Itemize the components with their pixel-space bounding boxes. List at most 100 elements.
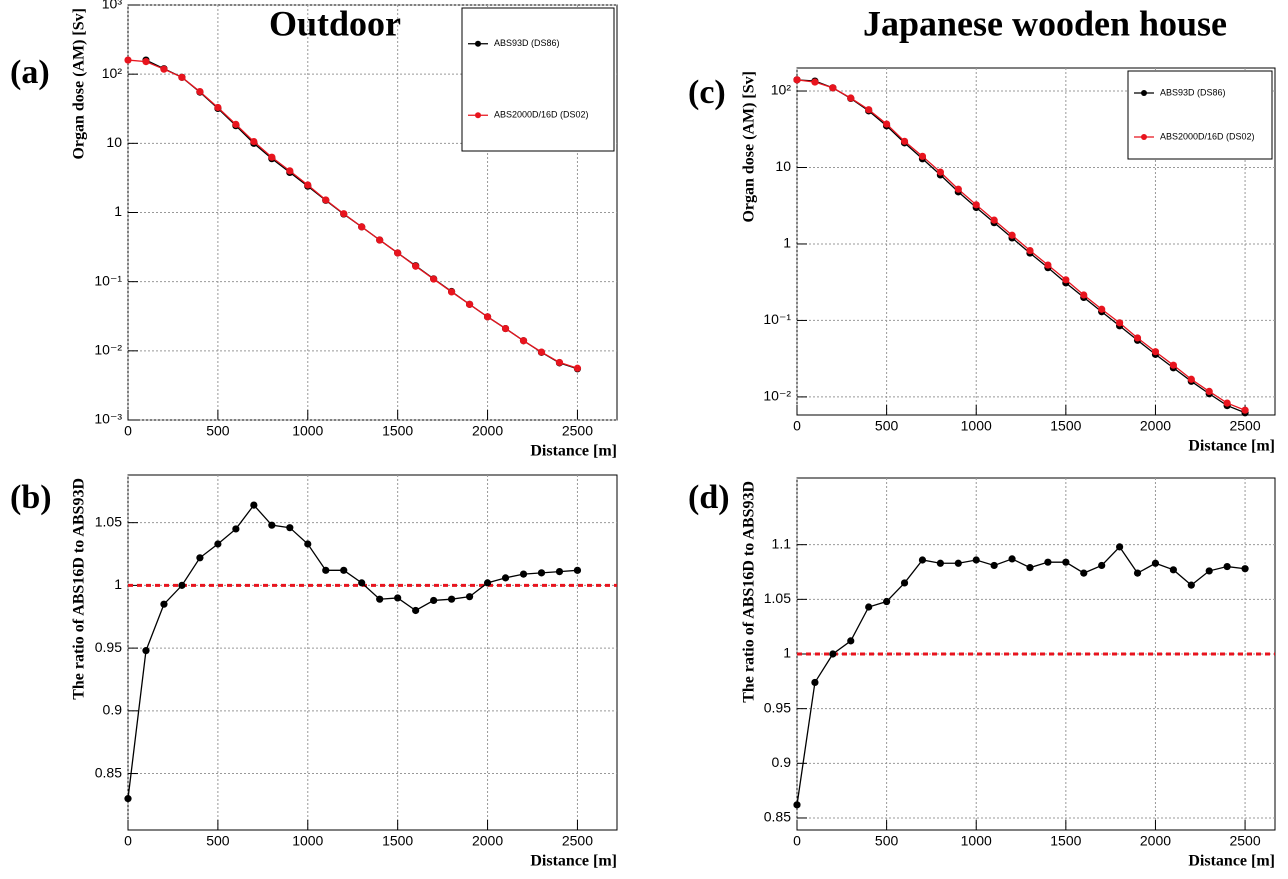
data-point — [232, 525, 240, 533]
data-point — [412, 262, 420, 270]
x-tick-label: 2000 — [1140, 418, 1171, 434]
data-point — [232, 120, 240, 128]
x-tick-label: 1000 — [961, 418, 992, 434]
legend-label: ABS93D (DS86) — [1160, 87, 1226, 97]
legend-box — [1127, 70, 1273, 160]
y-tick-label: 10³ — [102, 0, 123, 12]
data-point — [412, 606, 420, 615]
data-point — [1223, 562, 1231, 571]
x-tick-label: 2500 — [1229, 833, 1260, 849]
x-tick-label: 2500 — [1229, 418, 1260, 434]
legend-marker — [475, 40, 481, 47]
y-tick-label: 0.95 — [95, 639, 122, 655]
data-point — [555, 358, 564, 367]
x-tick-label: 1500 — [382, 833, 413, 849]
data-point — [448, 595, 456, 603]
data-point — [214, 103, 222, 112]
y-axis-label: Organ dose (AM) [Sv] — [741, 71, 758, 223]
data-point — [1116, 543, 1124, 551]
x-tick-label: 1000 — [961, 833, 992, 849]
data-point — [250, 137, 258, 146]
data-point — [1062, 558, 1070, 566]
data-point — [936, 168, 944, 176]
y-tick-label: 0.9 — [772, 754, 792, 770]
data-point — [322, 196, 330, 204]
data-point — [1026, 564, 1034, 572]
panel-label: (a) — [10, 54, 50, 91]
y-tick-label: 1 — [114, 203, 122, 219]
data-point — [394, 594, 402, 602]
data-point — [918, 556, 927, 564]
data-point — [1205, 567, 1213, 575]
data-point — [340, 566, 348, 574]
data-point — [214, 540, 222, 548]
data-point — [972, 556, 980, 564]
data-point — [900, 579, 909, 587]
data-point — [286, 524, 294, 532]
data-point — [1151, 348, 1160, 356]
legend-label: ABS93D (DS86) — [494, 38, 560, 48]
data-point — [972, 201, 980, 209]
x-axis-label: Distance [m] — [530, 853, 617, 870]
data-point — [1116, 319, 1124, 327]
y-axis-label: The ratio of ABS16D to ABS93D — [741, 481, 758, 703]
data-point — [793, 76, 801, 84]
y-axis-label: Organ dose (AM) [Sv] — [71, 8, 88, 160]
data-point — [793, 801, 801, 809]
data-point — [394, 249, 402, 257]
data-point — [1241, 565, 1249, 573]
series-line — [127, 504, 578, 799]
data-point — [358, 223, 366, 231]
legend-marker — [1141, 90, 1147, 96]
y-tick-label: 0.95 — [764, 699, 791, 715]
data-point — [537, 569, 546, 577]
x-axis-label: Distance [m] — [530, 443, 617, 460]
y-tick-label: 1.05 — [764, 590, 791, 606]
data-point — [304, 540, 312, 548]
data-point — [573, 364, 582, 372]
x-tick-label: 0 — [124, 423, 132, 439]
data-point — [1080, 291, 1088, 299]
y-tick-label: 10⁻³ — [94, 411, 122, 427]
data-point — [483, 313, 492, 321]
y-tick-label: 1.1 — [772, 535, 792, 551]
data-point — [1169, 566, 1177, 574]
data-point — [537, 348, 546, 356]
data-point — [1098, 305, 1106, 313]
data-point — [883, 120, 891, 128]
data-point — [1187, 581, 1195, 589]
panel-label: (b) — [10, 479, 52, 516]
y-tick-label: 1 — [114, 576, 122, 592]
y-tick-label: 10 — [775, 158, 791, 174]
y-tick-label: 1 — [783, 235, 791, 251]
x-tick-label: 500 — [206, 833, 230, 849]
data-point — [196, 554, 204, 562]
data-point — [430, 275, 438, 283]
data-point — [865, 106, 873, 114]
data-point — [847, 94, 855, 102]
x-tick-label: 2000 — [1140, 833, 1171, 849]
data-point — [430, 596, 438, 605]
legend-marker — [1141, 134, 1147, 140]
data-point — [1026, 246, 1034, 255]
data-point — [268, 521, 276, 529]
data-point — [196, 87, 204, 96]
data-point — [1205, 387, 1213, 396]
data-point — [1169, 361, 1177, 369]
legend-label: ABS2000D/16D (DS02) — [494, 110, 589, 120]
data-point — [865, 603, 873, 611]
x-tick-label: 500 — [206, 423, 230, 439]
data-point — [918, 152, 927, 160]
data-point — [519, 337, 528, 345]
panel-label: (c) — [688, 74, 726, 111]
data-point — [358, 579, 366, 587]
data-point — [829, 84, 837, 92]
data-point — [142, 647, 150, 655]
data-point — [501, 574, 510, 582]
data-point — [1044, 261, 1052, 269]
x-tick-label: 0 — [793, 833, 801, 849]
legend-label: ABS2000D/16D (DS02) — [1160, 131, 1255, 141]
data-point — [124, 795, 132, 803]
data-point — [1223, 399, 1231, 407]
